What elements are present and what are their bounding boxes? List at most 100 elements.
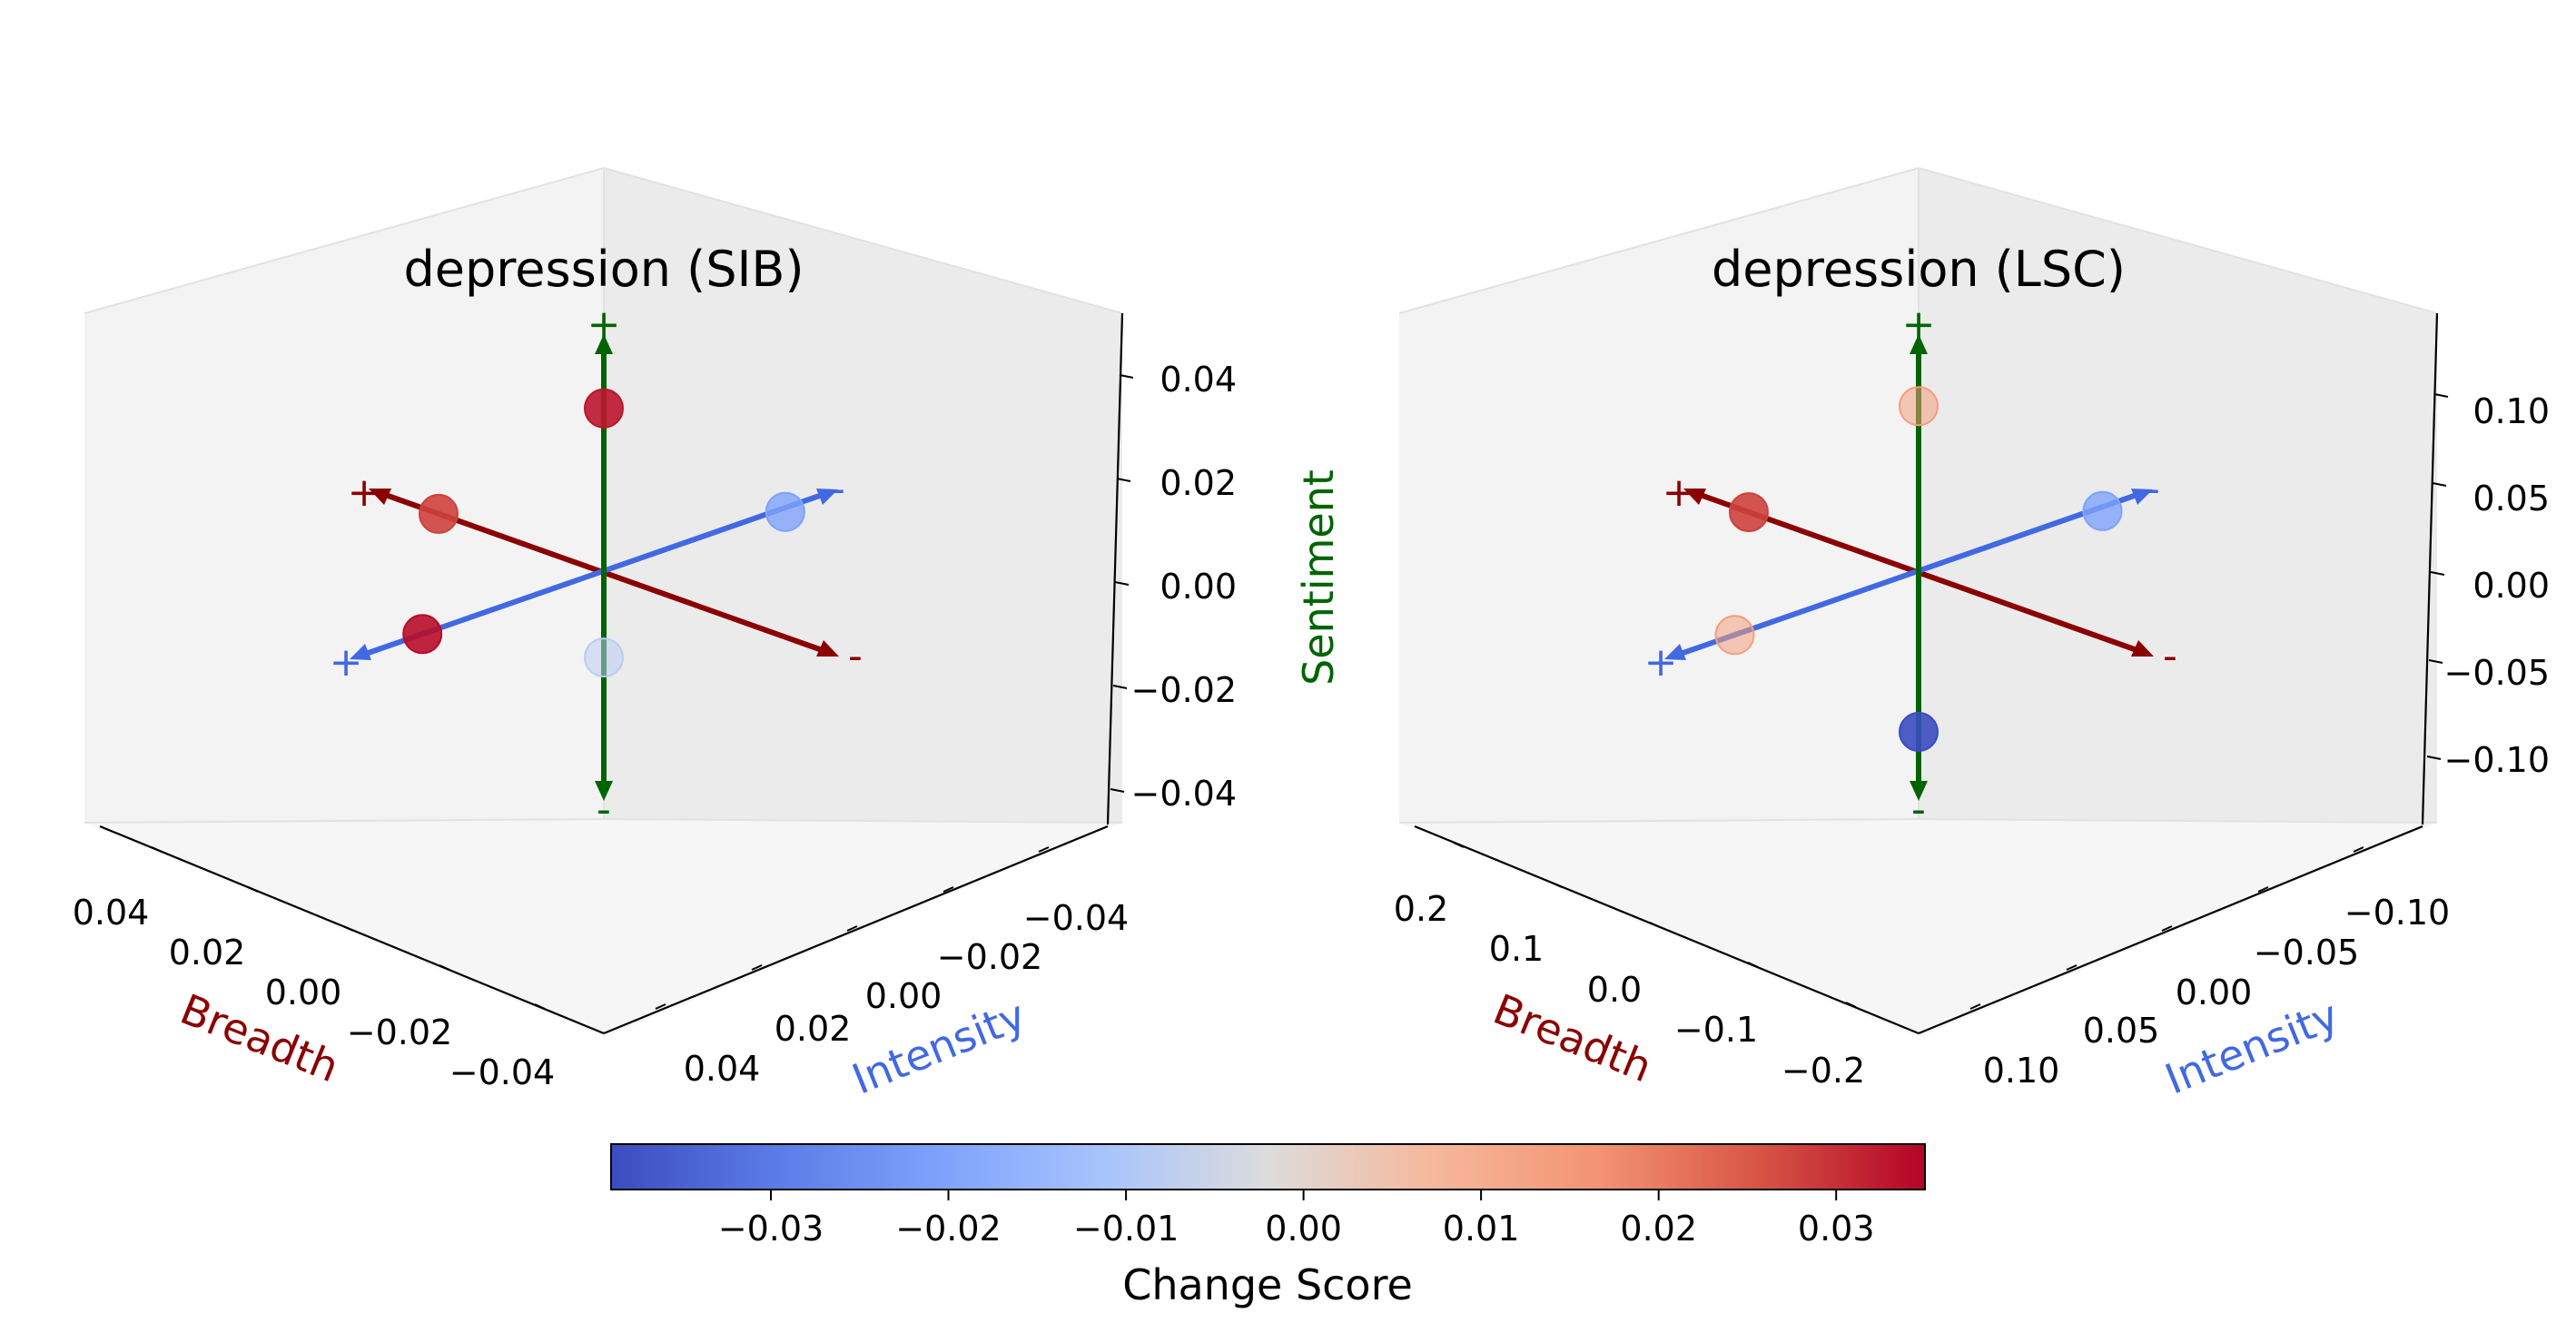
y-axis-line [603,824,1109,1035]
colorbar-tick-label: −0.01 [1073,1209,1179,1249]
back-pane-left [1399,168,1919,823]
data-point-intensity-pos [1714,615,1755,656]
data-point-intensity-neg [2082,490,2123,531]
data-point-breadth-pos [1729,492,1769,533]
y-tick-marks [655,846,1050,1010]
z-axis: 0.04 0.02 0.00 −0.02 −0.04 [1106,312,1237,825]
breadth-pos-sign: + [1663,469,1696,516]
x-tick-label: 0.0 [1587,970,1642,1010]
subplot-lsc: 0.2 0.1 0.0 −0.1 −0.2 Breadth −0.10 −0.0… [1394,167,2550,1104]
x-tick-label: −0.1 [1674,1010,1758,1050]
x-tick-label: −0.02 [347,1012,452,1052]
breadth-pos-sign: + [348,469,381,516]
intensity-pos-sign: + [1644,639,1678,686]
x-tick-label: 0.2 [1394,889,1448,929]
pane-edge [603,167,1123,314]
data-points [1714,386,2123,752]
data-point-breadth-pos [419,493,459,534]
back-pane-right [1919,168,2437,823]
sentiment-pos-sign: + [587,301,621,348]
sentiment-arrowhead-pos [595,334,613,354]
data-point-intensity-pos [402,614,443,655]
y-tick-label: 0.02 [775,1009,852,1049]
intensity-arrowhead-neg [2131,489,2153,505]
y-tick-label: −0.04 [1023,898,1129,938]
pane-edge [1398,167,1920,314]
colorbar-tick-label: 0.01 [1443,1209,1520,1249]
z-tick-label: 0.00 [2472,566,2550,606]
y-tick-label: 0.05 [2083,1011,2160,1051]
data-point-sentiment-neg [1899,712,1939,752]
back-pane-left [84,168,604,823]
x-tick-label: 0.00 [265,973,342,1012]
sentiment-arrowhead-neg [595,781,613,801]
z-tick-label: −0.10 [2444,740,2550,780]
pane-edge [603,818,1123,824]
x-tick-label: −0.04 [449,1052,555,1092]
colorbar-tick-label: −0.02 [895,1209,1001,1249]
z-tick-marks [2426,393,2449,760]
sentiment-neg-sign: - [597,786,611,833]
z-tick-marks [1110,374,1134,793]
z-tick-label: −0.02 [1131,670,1237,710]
colorbar-ticks: −0.03 −0.02 −0.01 0.00 0.01 0.02 0.03 [718,1190,1875,1249]
y-tick-label: 0.00 [865,976,943,1016]
pane-edge [1398,818,1920,824]
data-point-sentiment-pos [1899,386,1939,427]
pane-edge [1918,167,2438,314]
z-tick-label: 0.05 [2472,479,2550,518]
x-tick-marks [151,846,546,1010]
z-tick-label: 0.10 [2472,391,2550,431]
sentiment-pos-sign: + [1902,301,1936,348]
subplot-sib: 0.04 0.02 0.00 −0.02 −0.04 Breadth −0.04… [73,167,1237,1104]
colorbar-tick-label: 0.00 [1265,1209,1342,1249]
breadth-arrowhead-pos [1683,489,1706,505]
breadth-arrowhead-pos [369,489,391,505]
pane-edge [1918,818,2438,824]
y-tick-marks [1969,846,2364,1010]
colorbar-gradient [610,1143,1926,1190]
z-axis: 0.10 0.05 0.00 −0.05 −0.10 [2421,312,2550,825]
colorbar-label: Change Score [1122,1260,1413,1309]
z-axis-label: Sentiment [1294,469,1343,686]
intensity-neg-sign: - [831,466,845,512]
data-points [402,388,805,678]
z-axis-line [1106,312,1124,825]
colorbar: −0.03 −0.02 −0.01 0.00 0.01 0.02 0.03 Change S… [610,1143,1926,1309]
y-tick-label: 0.00 [2176,973,2253,1012]
back-pane-right [604,168,1122,823]
x-tick-label: −0.2 [1781,1051,1865,1091]
colorbar-tick-label: 0.03 [1798,1209,1875,1249]
x-tick-label: 0.1 [1489,929,1544,969]
data-point-intensity-neg [765,491,805,532]
y-tick-label: −0.10 [2344,893,2450,933]
intensity-arrowhead-pos [350,644,371,660]
z-tick-label: −0.05 [2444,653,2550,693]
sentiment-arrowhead-pos [1910,334,1928,354]
breadth-neg-sign: - [2163,633,2177,679]
sentiment-neg-sign: - [1911,786,1926,833]
z-tick-label: −0.04 [1131,774,1237,814]
z-tick-label: 0.04 [1160,360,1237,400]
x-tick-label: 0.02 [169,933,246,973]
floor-pane [84,819,1122,1037]
z-axis-line [2421,312,2439,825]
chart-title: depression (LSC) [1712,241,2126,298]
axes-box [1398,167,2438,1037]
pane-edge [84,818,605,824]
z-tick-label: 0.00 [1160,567,1237,607]
y-tick-label: −0.05 [2254,933,2359,973]
intensity-arrowhead-neg [816,489,838,505]
intensity-neg-sign: - [2146,466,2160,512]
data-point-sentiment-pos [584,388,624,429]
colorbar-tick-label: −0.03 [718,1209,824,1249]
chart-title: depression (SIB) [403,241,804,298]
z-tick-label: 0.02 [1160,463,1237,503]
breadth-neg-sign: - [848,633,863,679]
colorbar-tick-label: 0.02 [1620,1209,1697,1249]
axes-box [84,167,1123,1037]
x-tick-label: 0.04 [73,893,150,933]
y-tick-label: −0.02 [937,937,1042,977]
breadth-arrowhead-neg [2131,640,2154,657]
